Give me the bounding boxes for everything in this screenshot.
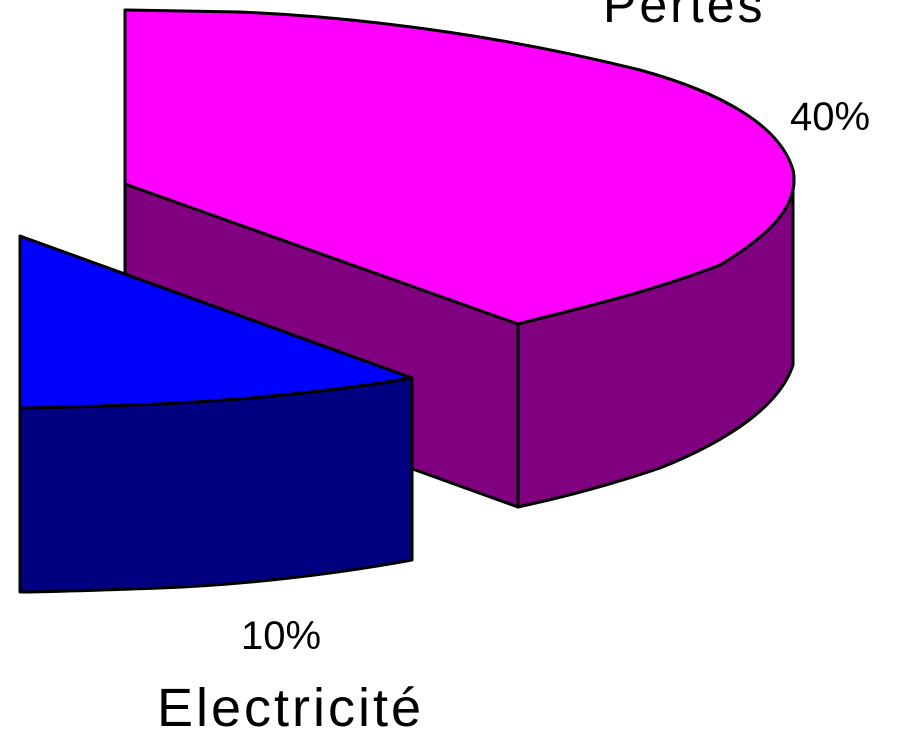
slice-value-label-electricite: 10% (241, 614, 321, 658)
pie-slice-pertes-top (123, 8, 796, 326)
pie-slice-electricite (18, 234, 414, 594)
pie-slice-electricite-side (18, 376, 414, 594)
slice-label-pertes: Pertes (603, 0, 766, 33)
slice-value-label-pertes: 40% (790, 95, 870, 139)
slice-label-electricite: Electricité (157, 678, 424, 732)
